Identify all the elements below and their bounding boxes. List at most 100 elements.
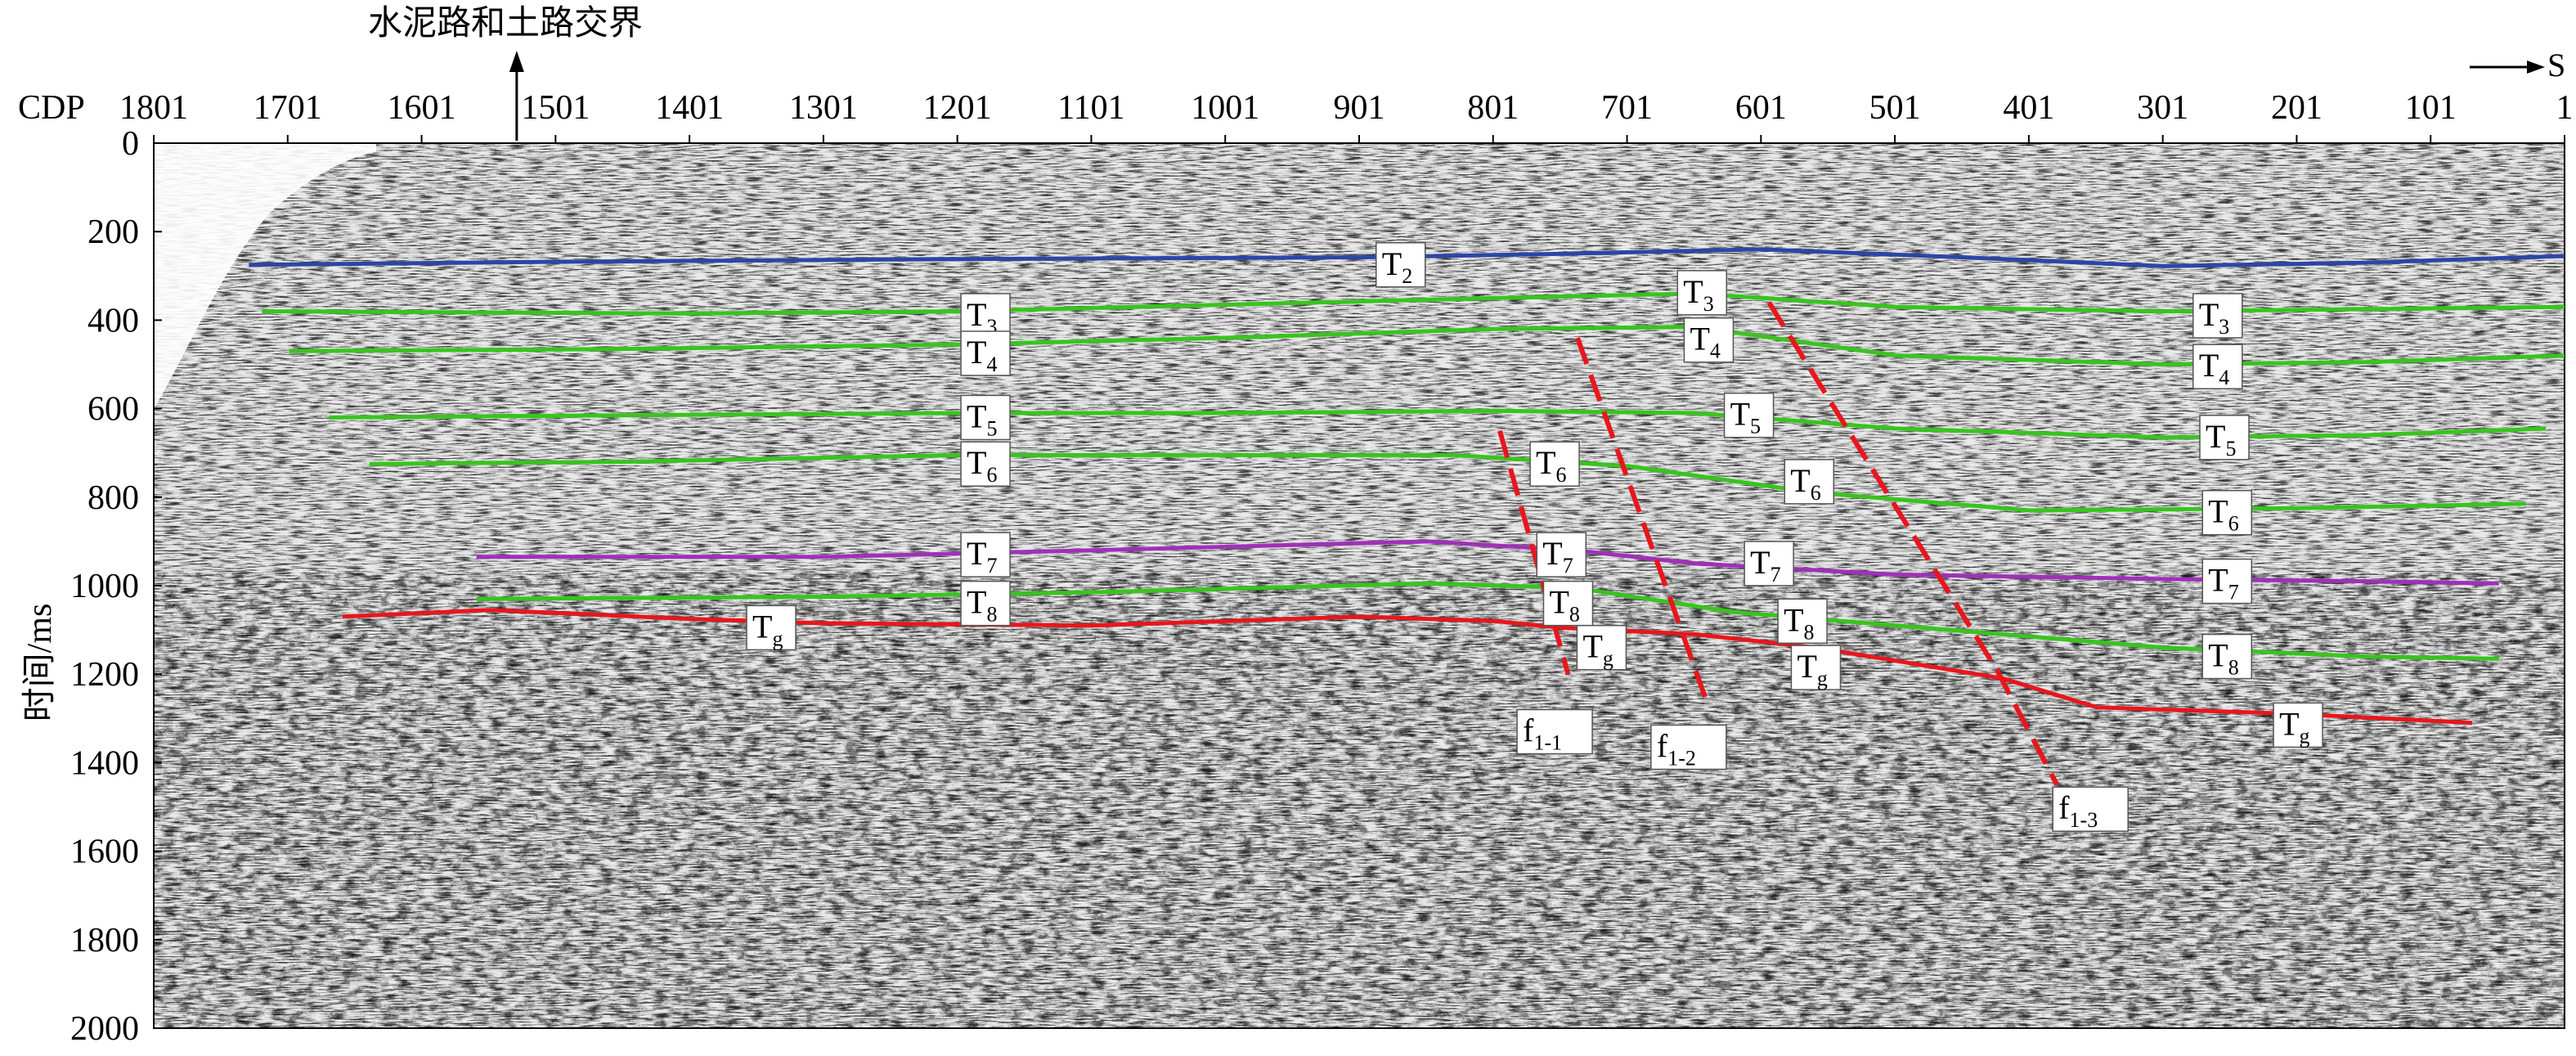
y-tick-label: 1800 (70, 922, 139, 959)
horizon-t7-line (476, 539, 2499, 586)
x-tick-label: 1501 (521, 89, 590, 127)
fault-f1-3-line (1766, 301, 2059, 786)
x-tick-label: 1001 (1191, 89, 1259, 127)
horizon-t5-line (329, 408, 2547, 440)
fault-lines (1497, 301, 2059, 786)
horizon-t6-label: T6 (960, 441, 1011, 487)
svg-text:T5: T5 (967, 398, 997, 440)
horizon-t3-label: T3 (2192, 293, 2243, 339)
svg-text:T6: T6 (1790, 462, 1820, 505)
x-tick-label: 301 (2137, 89, 2188, 127)
horizon-t8-label: T8 (2201, 633, 2253, 680)
fault-f1-3-label: f1-3 (2052, 786, 2129, 832)
x-tick-label: 1101 (1057, 89, 1124, 127)
svg-text:f1-3: f1-3 (2058, 789, 2098, 832)
y-tick-label: 1600 (70, 834, 139, 871)
horizon-t6-label: T6 (2201, 489, 2253, 536)
svg-text:T7: T7 (1750, 544, 1780, 586)
svg-text:f1-1: f1-1 (1523, 712, 1562, 755)
horizon-t7-label: T7 (1536, 532, 1587, 577)
svg-text:T8: T8 (1549, 584, 1579, 627)
y-tick-label: 200 (88, 213, 139, 251)
horizon-t2-line (249, 247, 2565, 268)
x-axis-label: CDP (18, 89, 85, 127)
x-tick-label: 1801 (119, 89, 188, 127)
svg-text:T2: T2 (1382, 245, 1412, 288)
y-tick-label: 1200 (70, 656, 139, 694)
svg-text:T4: T4 (2199, 347, 2229, 389)
horizon-t4-line (289, 325, 2565, 366)
horizon-t4-label: T4 (960, 330, 1011, 376)
y-tick-label: 1400 (70, 744, 139, 782)
y-axis-label: 时间/ms (21, 604, 59, 722)
road-boundary-annotation: 水泥路和土路交界 (368, 4, 643, 43)
svg-text:T6: T6 (967, 444, 997, 487)
svg-text:T6: T6 (2208, 493, 2238, 536)
horizon-t7-label: T7 (960, 532, 1011, 577)
axis-ticks: 1801 1701 1601 1501 1401 1301 1201 1101 1001 901 8… (70, 89, 2574, 1048)
x-tick-label: 1201 (923, 89, 992, 127)
horizon-t3-line (262, 291, 2565, 316)
x-tick-label: 101 (2405, 89, 2457, 127)
y-tick-label: 600 (88, 391, 139, 429)
y-tick-label: 800 (88, 479, 139, 517)
y-tick-label: 1000 (70, 568, 139, 605)
right-arrow-icon (2470, 61, 2545, 74)
horizon-tg-label: Tg (1790, 645, 1842, 690)
horizon-t4-label: T4 (2192, 344, 2243, 389)
x-tick-label: 1301 (789, 89, 858, 127)
fault-f1-2-line (1575, 336, 1712, 708)
horizon-t7-label: T7 (1744, 541, 1794, 586)
horizon-t5-label: T5 (2199, 415, 2250, 461)
horizon-t8-label: T8 (1777, 598, 1828, 644)
direction-label: S (2547, 47, 2565, 83)
x-tick-label: 801 (1467, 89, 1519, 127)
svg-text:T4: T4 (1690, 321, 1720, 363)
horizon-tg-line (342, 608, 2473, 726)
horizon-t5-label: T5 (1723, 392, 1775, 438)
x-tick-label: 201 (2271, 89, 2322, 127)
y-tick-label: 400 (88, 302, 139, 339)
horizon-tg-label: Tg (746, 604, 797, 650)
svg-text:T7: T7 (1542, 535, 1573, 577)
svg-text:T7: T7 (2208, 562, 2238, 604)
horizon-t8-line (476, 581, 2499, 661)
x-tick-label: 1701 (254, 89, 322, 127)
up-arrow-icon (509, 51, 524, 141)
fault-f1-2-label: f1-2 (1650, 724, 1727, 770)
horizon-t6-label: T6 (1529, 441, 1580, 487)
horizon-t5-label: T5 (960, 394, 1011, 440)
x-tick-label: 1601 (388, 89, 456, 127)
horizon-t7-label: T7 (2201, 558, 2253, 604)
horizon-t6-label: T6 (1784, 459, 1835, 505)
svg-text:T8: T8 (1784, 601, 1814, 644)
svg-text:T6: T6 (1536, 444, 1566, 487)
x-tick-label: 701 (1601, 89, 1653, 127)
horizon-t3-label: T3 (1676, 270, 1728, 316)
svg-text:T4: T4 (967, 334, 997, 376)
svg-text:Tg: Tg (1582, 628, 1613, 671)
svg-text:T7: T7 (967, 535, 997, 577)
x-tick-label: 901 (1334, 89, 1385, 127)
svg-text:Tg: Tg (752, 608, 783, 650)
svg-text:T3: T3 (2199, 296, 2229, 339)
svg-text:Tg: Tg (2279, 705, 2309, 748)
svg-text:T8: T8 (967, 584, 997, 627)
horizon-tg-label: Tg (2273, 702, 2323, 748)
x-tick-label: 501 (1869, 89, 1921, 127)
horizon-t8-label: T8 (960, 580, 1011, 627)
horizon-t8-label: T8 (1542, 580, 1594, 627)
x-tick-label: 401 (2003, 89, 2054, 127)
x-tick-label: 1401 (655, 89, 724, 127)
svg-text:Tg: Tg (1797, 648, 1827, 690)
fault-f1-1-label: f1-1 (1516, 708, 1593, 755)
fault-f1-1-line (1497, 429, 1571, 676)
horizon-t3-label: T3 (960, 293, 1011, 339)
horizon-tg-label: Tg (1576, 624, 1627, 671)
horizon-t2-label: T2 (1376, 242, 1426, 288)
svg-text:f1-2: f1-2 (1657, 727, 1696, 770)
horizon-t4-label: T4 (1683, 317, 1735, 363)
x-tick-label: 1 (2556, 89, 2574, 127)
